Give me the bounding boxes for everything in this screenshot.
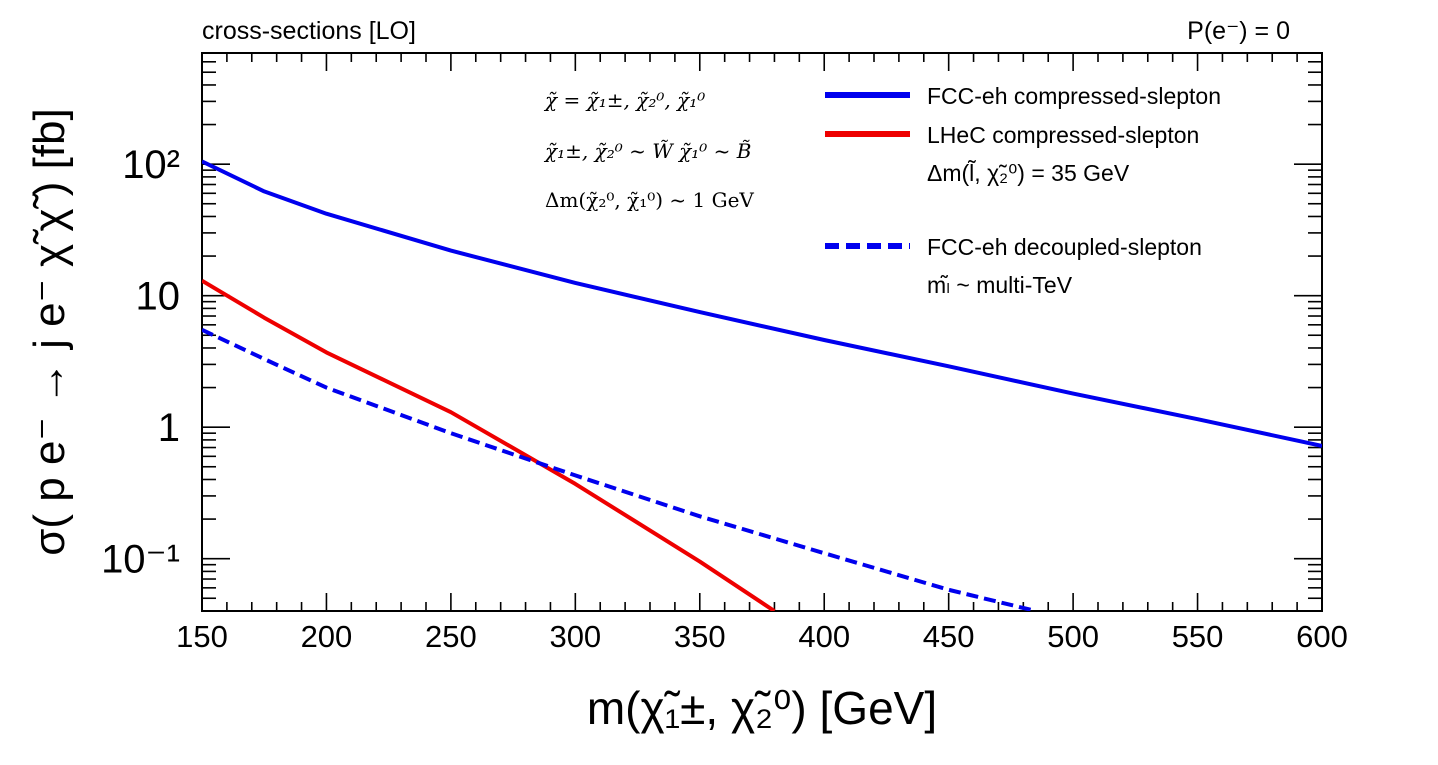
x-axis-ticks (201, 53, 1323, 611)
x-axis-tick-labels: 150 200 250 300 350 400 450 500 550 600 (176, 619, 1348, 654)
legend-sublabel-fcc-decoupled: mₗ̃ ~ multi-TeV (927, 272, 1073, 298)
note-line-2: χ̃₁±, χ̃₂⁰ ~ W̃ χ̃₁⁰ ~ B̃ (543, 139, 751, 163)
legend-sublabel-lhec-compressed: Δm(l̃, χ̃₂⁰) = 35 GeV (927, 160, 1130, 186)
header-right-label: P(e⁻) = 0 (1187, 17, 1290, 45)
legend: FCC-eh compressed-slepton LHeC compresse… (825, 83, 1221, 298)
y-tick-label: 1 (158, 406, 180, 450)
y-tick-label: 10⁻¹ (101, 538, 180, 582)
y-axis-tick-labels: 10⁻¹ 1 10 10² (101, 143, 180, 582)
x-tick-label: 250 (425, 619, 477, 654)
x-tick-label: 600 (1296, 619, 1348, 654)
x-tick-label: 150 (176, 619, 228, 654)
x-tick-label: 350 (674, 619, 726, 654)
x-tick-label: 300 (549, 619, 601, 654)
note-line-3: Δm(χ̃₂⁰, χ̃₁⁰) ~ 1 GeV (545, 188, 754, 212)
x-tick-label: 400 (798, 619, 850, 654)
y-tick-label: 10² (122, 143, 180, 187)
note-line-1: χ̃ = χ̃₁±, χ̃₂⁰, χ̃₁⁰ (543, 88, 705, 112)
y-tick-label: 10 (136, 275, 181, 319)
series-line-0 (202, 159, 1322, 448)
x-tick-label: 550 (1172, 619, 1224, 654)
x-tick-label: 200 (301, 619, 353, 654)
x-tick-label: 500 (1047, 619, 1099, 654)
series-line-1 (202, 278, 776, 611)
x-tick-label: 450 (923, 619, 975, 654)
y-axis-title: σ( p e⁻ → j e⁻ χ̃ χ̃ ) [fb] (25, 108, 74, 555)
x-axis-title: m(χ̃₁±, χ̃₂⁰) [GeV] (587, 682, 937, 734)
legend-label-lhec-compressed: LHeC compressed-slepton (927, 122, 1199, 148)
legend-label-fcc-compressed: FCC-eh compressed-slepton (927, 83, 1221, 109)
series-line-2 (202, 327, 1037, 611)
series-layer (202, 159, 1322, 611)
legend-label-fcc-decoupled: FCC-eh decoupled-slepton (927, 234, 1202, 260)
header-left-label: cross-sections [LO] (202, 17, 416, 45)
